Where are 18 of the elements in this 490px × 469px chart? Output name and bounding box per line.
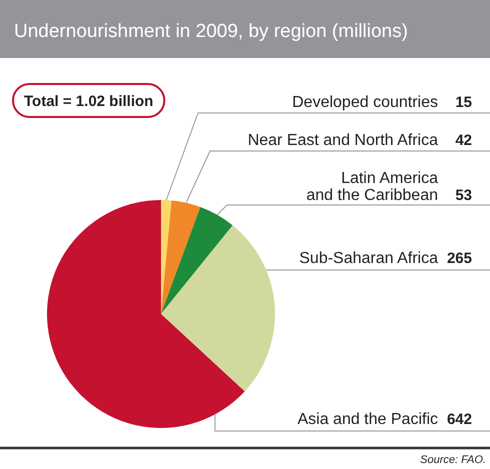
data-label: 265 xyxy=(446,250,472,267)
slice-label: Asia and the Pacific xyxy=(297,411,438,428)
pie-slice xyxy=(161,225,275,392)
data-label: 42 xyxy=(455,132,472,149)
source-note: Source: FAO. xyxy=(420,454,486,466)
chart-title: Undernourishment in 2009, by region (millions) xyxy=(14,21,408,42)
text: Total = 1.02 billion xyxy=(24,93,154,110)
slice-label: Sub-Saharan Africa xyxy=(299,250,438,267)
slice-label: Near East and North Africa xyxy=(248,132,438,149)
pie-slice xyxy=(161,200,200,314)
slice-label: Developed countries xyxy=(292,94,438,111)
pie-slice xyxy=(161,200,172,314)
pie-slice xyxy=(47,200,245,428)
pie-slice xyxy=(161,206,233,314)
data-label: 15 xyxy=(455,94,472,111)
data-label: 642 xyxy=(446,411,472,428)
data-label: 53 xyxy=(455,187,472,204)
slice-label: Latin America and the Caribbean xyxy=(306,170,438,204)
